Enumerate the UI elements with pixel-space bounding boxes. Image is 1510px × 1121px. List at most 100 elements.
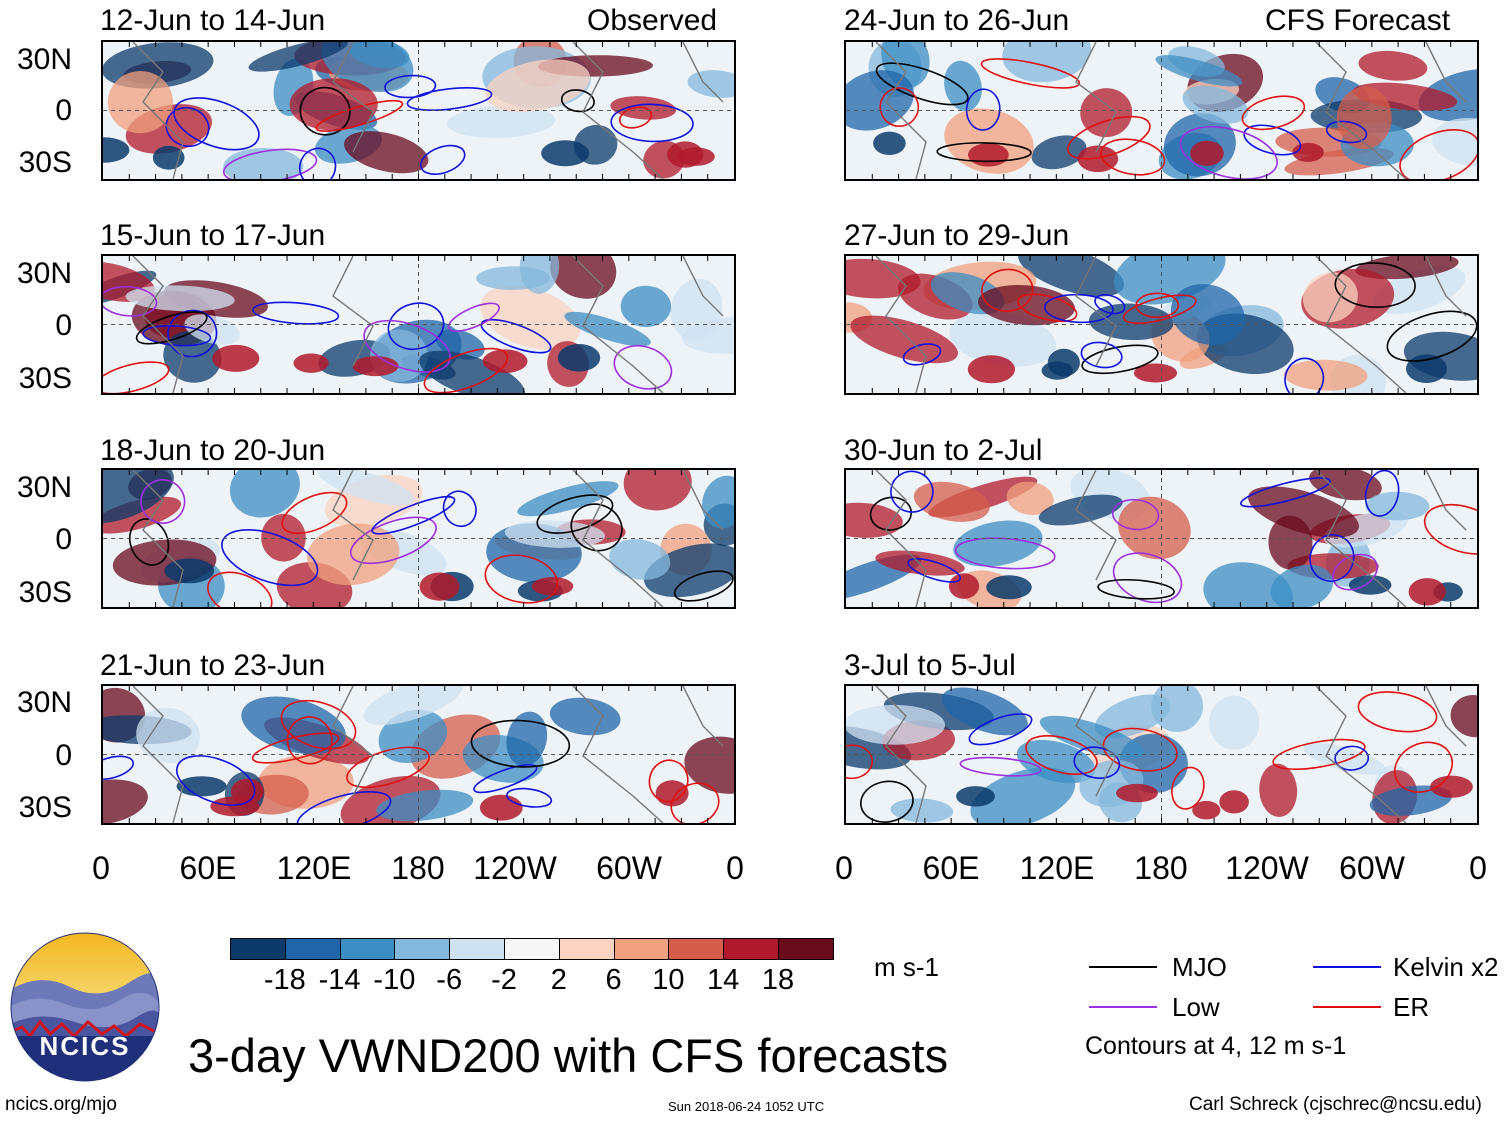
anomaly-blob [1209,695,1260,750]
anomaly-blob [890,798,954,823]
anomaly-core [541,140,590,167]
xlabel-right-120e: 120E [1019,850,1095,886]
anomaly-blob [846,258,921,299]
contour-line [907,558,961,583]
legend-line-kelvin [1313,966,1381,968]
contour-line [346,746,430,789]
anomaly-core [352,356,399,377]
map-field [846,470,1477,607]
panel-label-observed: Observed [587,4,718,37]
anomaly-blob [549,697,621,736]
colorbar-tick-label: 18 [761,964,795,996]
colorbar-tick-label: -2 [491,964,517,996]
anomaly-blob [609,539,671,580]
colorbar-bin [230,938,286,960]
contour-line [207,571,273,607]
panel-title-fc3: 30-Jun to 2-Jul [844,434,1043,467]
contour-line [142,325,212,347]
anomaly-core [1190,140,1224,166]
ylabel-30n-1: 30N [16,43,72,76]
contour-line [936,142,1032,163]
anomaly-blob [136,707,201,764]
anomaly-blob [103,779,148,823]
anomaly-core [1219,790,1249,814]
contour-line [875,62,969,106]
colorbar-bin [668,938,725,960]
xlabel-left-60w: 60W [596,850,662,886]
contour-line [252,301,340,325]
contour-line [363,319,451,373]
anomaly-blob [846,70,914,131]
contour-line [1122,294,1197,324]
anomaly-blob [687,70,734,98]
legend-line-low [1089,1006,1157,1008]
contour-line [299,86,351,136]
legend-label-kelvin: Kelvin x2 [1393,952,1499,982]
anomaly-core [956,786,995,807]
contour-line [1081,344,1159,375]
anomaly-core [1430,775,1473,798]
anomaly-blob [419,350,525,393]
xlabel-left-60e: 60E [179,850,237,886]
anomaly-blob [1118,496,1191,560]
contour-line [1094,294,1126,315]
anomaly-blob [519,256,560,294]
anomaly-blob [1038,494,1123,526]
coastline [875,470,1467,607]
contour-line [315,99,404,132]
contour-line [1100,138,1166,176]
anomaly-core [212,344,260,372]
anomaly-core [1133,363,1178,383]
anomaly-blob [1259,763,1298,817]
xlabel-right-120w: 120W [1225,850,1309,886]
anomaly-blob [1303,742,1387,776]
logo-text: NCICS [39,1031,131,1061]
anomaly-blob [1006,481,1054,515]
ncics-logo-art [10,932,160,1082]
colorbar-units: m s-1 [874,952,939,982]
map-panel-fc1 [844,40,1479,181]
anomaly-blob [363,686,463,726]
contour-line [280,699,357,750]
panel-label-cfs-forecast: CFS Forecast [1265,4,1451,37]
contour-line [560,89,595,113]
anomaly-blob [480,285,581,350]
contour-line [570,503,623,552]
anomaly-blob [1182,85,1249,124]
coastline [875,42,1467,179]
colorbar-tick-label: -10 [373,964,416,996]
panel-title-obs4: 21-Jun to 23-Jun [100,649,326,682]
contour-line [167,309,218,358]
contour-line [103,285,158,317]
contour-line [251,732,340,764]
contour-line [1017,293,1078,323]
anomaly-blob [1002,42,1092,83]
ylabel-30s-4: 30S [18,791,72,824]
contour-line [484,554,559,604]
xlabel-left-120e: 120E [276,850,352,886]
anomaly-core [152,145,185,170]
contour-line [1097,578,1175,600]
contour-line [1309,534,1355,582]
anomaly-blob [317,470,415,506]
ylabel-30n-3: 30N [16,471,72,504]
anomaly-blob [1450,694,1477,738]
xlabel-left-120w: 120W [473,850,557,886]
ylabel-eq-2: 0 [55,309,72,342]
colorbar-bin [778,938,834,960]
anomaly-core [873,131,906,155]
colorbar-bin [339,938,396,960]
contour-line [1364,470,1400,517]
contour-line [1272,738,1366,771]
contour-line [103,361,170,393]
contour-line [981,268,1034,312]
anomaly-core [1406,354,1447,383]
contour-line [222,148,318,179]
colorbar-tick-label: 10 [652,964,685,996]
xlabel-right-0: 0 [835,850,853,886]
colorbar-tick-label: 14 [707,964,740,996]
contour-line [1080,341,1123,369]
map-field [103,686,734,823]
contour-line [473,763,538,794]
footer-url[interactable]: ncics.org/mjo [5,1094,117,1115]
